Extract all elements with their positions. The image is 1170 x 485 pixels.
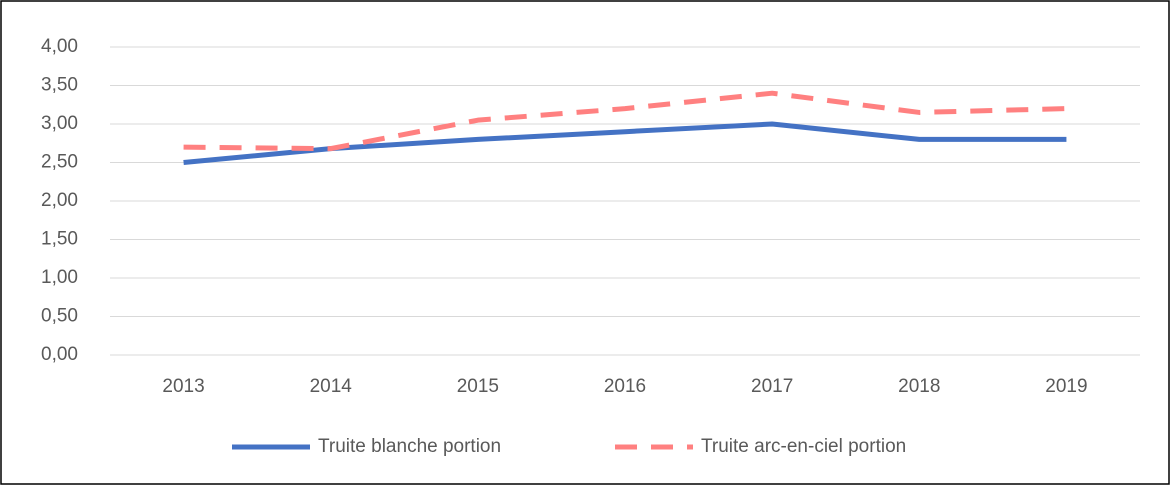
x-tick-label: 2019 [1045,376,1087,397]
x-tick-label: 2018 [898,376,940,397]
y-tick-label: 1,00 [41,267,78,288]
x-tick-label: 2013 [162,376,204,397]
legend-label: Truite blanche portion [318,436,501,457]
y-tick-label: 0,00 [41,344,78,365]
y-tick-label: 2,50 [41,152,78,173]
x-tick-label: 2017 [751,376,793,397]
legend-label: Truite arc-en-ciel portion [701,436,906,457]
y-tick-label: 3,50 [41,75,78,96]
y-tick-label: 2,00 [41,190,78,211]
y-tick-label: 4,00 [41,36,78,57]
x-tick-label: 2016 [604,376,646,397]
x-tick-label: 2015 [457,376,499,397]
series-line [183,90,1067,152]
x-tick-label: 2014 [310,376,353,397]
y-tick-label: 0,50 [41,306,78,327]
y-tick-label: 1,50 [41,229,78,250]
y-tick-label: 3,00 [41,113,78,134]
